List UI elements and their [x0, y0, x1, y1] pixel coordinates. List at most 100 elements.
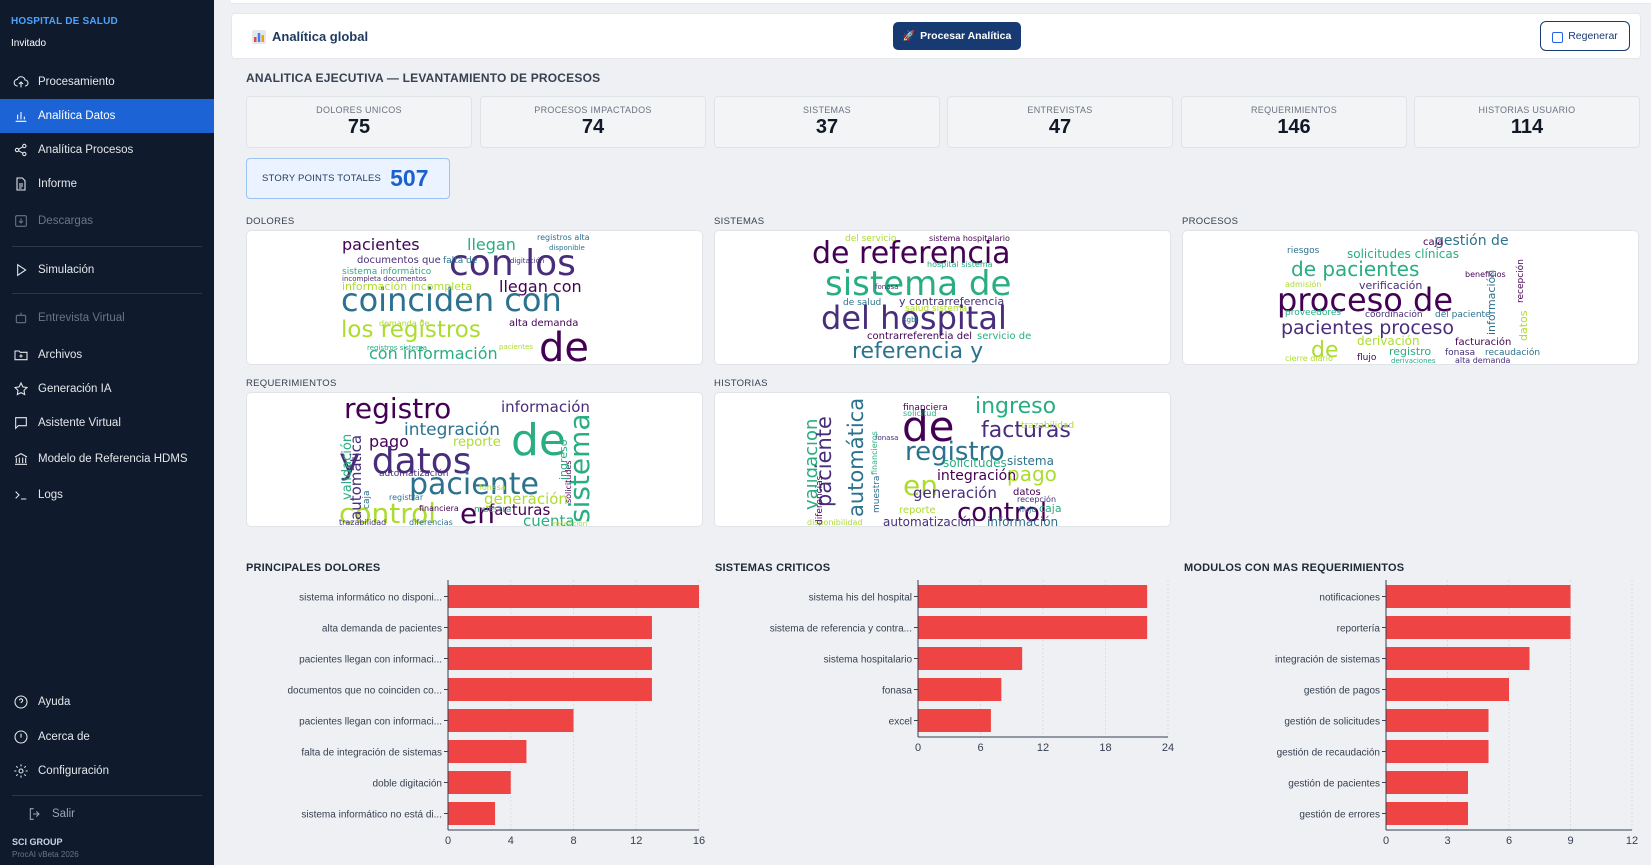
wordcloud-word: del hospital: [821, 299, 1007, 337]
category-label: gestión de errores: [1299, 810, 1380, 821]
wordcloud-word: falta de: [443, 256, 478, 266]
x-tick-label: 12: [1626, 835, 1638, 847]
category-label: sistema informático no disponi...: [299, 593, 442, 604]
info-circle-icon: [12, 728, 30, 746]
sidebar-item-simulacion[interactable]: Simulación: [0, 253, 214, 287]
sidebar-item-logs[interactable]: Logs: [0, 478, 214, 512]
sidebar-item-generacion-ia[interactable]: Generación IA: [0, 372, 214, 406]
brand-name: HOSPITAL DE SALUD: [11, 16, 118, 27]
wordcloud-word: información: [987, 515, 1058, 526]
sidebar-item-informe[interactable]: Informe: [0, 167, 214, 201]
sidebar-item-label: Simulación: [38, 264, 95, 276]
sidebar-item-configuracion[interactable]: Configuración: [0, 754, 214, 788]
sidebar-item-ayuda[interactable]: Ayuda: [0, 685, 214, 719]
wordcloud-word: y contrarreferencia: [899, 295, 1004, 308]
wordcloud-word: paciente: [409, 467, 539, 502]
wordcloud-word: proceso de: [1277, 281, 1453, 319]
wordcloud-word: automática: [844, 398, 868, 517]
logout-button[interactable]: Salir: [0, 797, 214, 831]
wordcloud-word: de: [539, 325, 589, 364]
regenerate-label: Regenerar: [1568, 30, 1618, 42]
kpi-value: 114: [1510, 116, 1544, 138]
kpi-card: PROCESOS IMPACTADOS 74: [480, 96, 706, 148]
wordcloud-word: recepción: [1515, 259, 1526, 303]
sidebar-item-label: Modelo de Referencia HDMS: [38, 453, 188, 465]
wordcloud-word: documentos que: [357, 255, 441, 266]
bar: [448, 678, 652, 701]
wordcloud-word: recepción: [1017, 494, 1056, 504]
page-header: Analítica global 🚀 Procesar Analítica Re…: [231, 13, 1641, 59]
wordcloud-word: coordinación: [1365, 309, 1423, 320]
user-name: Invitado: [11, 38, 47, 49]
bar-chart-principales-dolores: 0 4 8 12 16 sistema informático no disponi...…: [287, 580, 705, 847]
wordcloud-word: y datos: [339, 441, 472, 482]
wordcloud-word: validación: [807, 419, 822, 510]
bar: [448, 802, 496, 825]
wordcloud-word: cierre diario: [1285, 354, 1333, 363]
sidebar-item-label: Acerca de: [38, 731, 90, 743]
bar: [1386, 802, 1468, 825]
bar: [1386, 709, 1489, 732]
sidebar-item-analitica-datos[interactable]: Analítica Datos: [0, 99, 214, 133]
sidebar-item-entrevista-virtual[interactable]: Entrevista Virtual: [0, 301, 214, 335]
story-points-value: 507: [390, 165, 429, 191]
chart-title: PRINCIPALES DOLORES: [246, 562, 381, 574]
wordcloud-word: del servicio: [845, 234, 897, 244]
wordcloud-word: sistema de: [825, 264, 1011, 304]
regenerate-button[interactable]: Regenerar: [1540, 21, 1630, 51]
sidebar-item-label: Archivos: [38, 349, 83, 361]
sidebar-item-label: Ayuda: [38, 696, 71, 708]
kpi-card: SISTEMAS 37: [714, 96, 940, 148]
kpi-label: SISTEMAS: [803, 105, 851, 115]
chart-title: SISTEMAS CRITICOS: [715, 562, 831, 574]
sidebar-item-label: Logs: [38, 489, 63, 501]
sidebar-divider: [12, 293, 202, 294]
star-icon: [12, 380, 30, 398]
wordcloud-word: los registros: [341, 317, 481, 343]
wordcloud-word: proveedores: [1285, 308, 1341, 318]
document-icon: [12, 175, 30, 193]
wordcloud-word: incompleta documentos: [342, 275, 427, 283]
x-tick-label: 6: [977, 742, 983, 754]
sidebar-item-procesamiento[interactable]: Procesamiento: [0, 65, 214, 99]
wordcloud-word: con información: [369, 344, 498, 363]
sidebar-item-asistente-virtual[interactable]: Asistente Virtual: [0, 406, 214, 440]
sidebar-item-acerca[interactable]: Acerca de: [0, 720, 214, 754]
wordcloud-word: caja: [362, 491, 372, 509]
wordcloud-word: financieros: [870, 431, 879, 475]
x-tick-label: 0: [1383, 835, 1389, 847]
wordcloud-word: ingreso: [975, 395, 1056, 419]
category-label: sistema his del hospital: [809, 593, 912, 604]
sidebar-item-label: Descargas: [38, 215, 93, 227]
wordcloud-word: alta demanda: [1455, 356, 1511, 364]
wordcloud-word: en: [903, 469, 938, 502]
wordcloud-word: financiera: [903, 403, 948, 413]
sidebar-divider: [12, 246, 202, 247]
wordcloud-word: registros alta: [537, 233, 590, 242]
category-label: doble digitación: [373, 779, 443, 790]
bar: [448, 585, 699, 608]
wordcloud-word: admisión: [1285, 279, 1321, 289]
bar: [448, 771, 511, 794]
sidebar-item-analitica-procesos[interactable]: Analítica Procesos: [0, 133, 214, 167]
wordcloud-label-sistemas: SISTEMAS: [714, 216, 765, 227]
page-title: Analítica global: [252, 29, 368, 44]
wordcloud-word: pacientes: [342, 235, 420, 254]
wordcloud-word: facturas: [981, 418, 1071, 443]
wordcloud-word: solicitudes clínicas: [1347, 247, 1459, 261]
sidebar-item-descargas[interactable]: Descargas: [0, 204, 214, 238]
wordcloud-word: de: [1311, 338, 1339, 363]
sidebar-item-modelo-referencia[interactable]: Modelo de Referencia HDMS: [0, 442, 214, 476]
x-tick-label: 18: [1099, 742, 1111, 754]
x-tick-label: 0: [915, 742, 921, 754]
wordcloud-word: flujo: [1019, 505, 1036, 514]
wordcloud-word: trazabilidad: [339, 518, 386, 526]
play-icon: [12, 261, 30, 279]
process-analytics-button[interactable]: 🚀 Procesar Analítica: [893, 22, 1021, 50]
sidebar-item-archivos[interactable]: Archivos: [0, 338, 214, 372]
wordcloud-word: de: [902, 402, 955, 451]
wordcloud-word: flujo: [1357, 353, 1377, 363]
wordcloud-word: automatización: [883, 515, 976, 526]
category-label: gestión de pacientes: [1288, 779, 1380, 790]
